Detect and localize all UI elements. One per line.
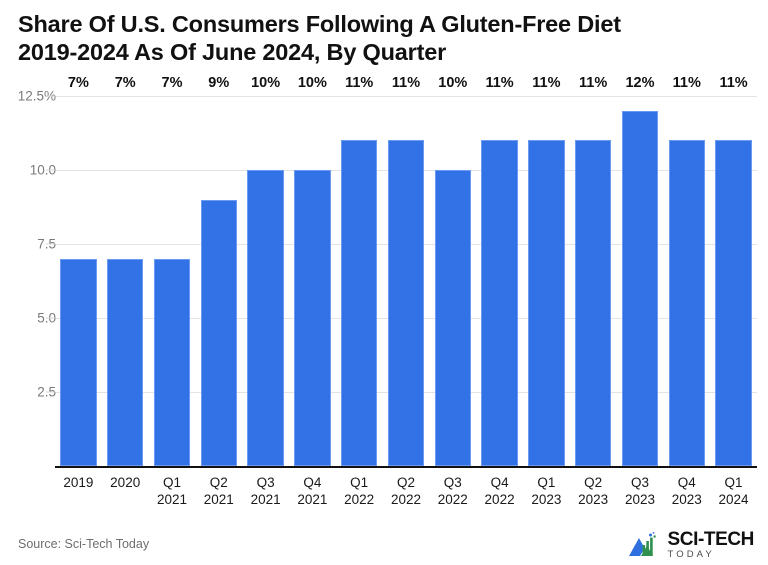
bar[interactable]: 7% [106, 75, 144, 466]
bar-value-label: 11% [672, 75, 701, 91]
bar-slot: 11% [570, 75, 617, 466]
bar-slot: 11% [710, 75, 757, 466]
y-axis-tick-mark [46, 243, 55, 245]
bar-value-label: 11% [579, 75, 608, 91]
bar[interactable]: 11% [715, 75, 752, 466]
bar-slot: 10% [429, 75, 476, 466]
x-axis-tick-label: Q1 2023 [531, 475, 562, 507]
source-note: Source: Sci-Tech Today [18, 537, 150, 551]
bar-value-label: 11% [532, 75, 561, 91]
bar-value-label: 7% [114, 75, 136, 91]
x-axis-tick-label: 2019 [63, 475, 94, 490]
bar[interactable]: 9% [200, 75, 238, 466]
chart-title-line-1: Share Of U.S. Consumers Following A Glut… [18, 11, 621, 37]
bar[interactable]: 11% [340, 75, 378, 466]
chart-title-line-2: 2019-2024 As Of June 2024, By Quarter [18, 39, 447, 65]
chart-container: 7% 7% 7% 9% 10% 10% 11% 11% 10% 11% 11% 11% 12% 11% 11… [0, 75, 768, 472]
bar-slot: 7% [149, 75, 196, 466]
gridline [55, 96, 757, 97]
bar[interactable]: 11% [668, 75, 705, 466]
bar-value-label: 10% [297, 75, 327, 91]
x-axis-tick-label: Q4 2022 [484, 475, 515, 507]
bar-slot: 11% [663, 75, 710, 466]
x-axis-tick-label: Q4 2023 [671, 475, 702, 507]
bar-value-label: 11% [719, 75, 748, 91]
bar-value-label: 11% [485, 75, 514, 91]
x-axis-labels-group: 2019 2020 Q1 2021 Q2 2021 Q3 2021 Q4 2021 Q1 2022 Q2… [55, 474, 757, 508]
x-axis-tick-label: 2020 [110, 475, 141, 490]
y-axis-tick-mark [46, 169, 55, 171]
logo-main-text: SCI-TECH [667, 529, 754, 550]
x-axis-tick-label: Q4 2021 [297, 475, 328, 507]
bar[interactable]: 10% [434, 75, 472, 466]
bar-value-label: 10% [251, 75, 281, 91]
bar[interactable]: 10% [294, 75, 331, 466]
bar-slot: 9% [195, 75, 242, 466]
page-title: Share Of U.S. Consumers Following A Glut… [18, 10, 748, 66]
bar[interactable]: 11% [481, 75, 518, 466]
bar[interactable]: 7% [153, 75, 191, 466]
plot-area: 7% 7% 7% 9% 10% 10% 11% 11% 10% 11% 11% 11% 12% 11% 11… [55, 75, 757, 468]
bar[interactable]: 11% [574, 75, 612, 466]
y-axis-tick-mark [46, 95, 55, 97]
logo-sub-text: TODAY [667, 549, 715, 560]
bar-slot: 10% [289, 75, 336, 466]
bars-group: 7% 7% 7% 9% 10% 10% 11% 11% 10% 11% 11% 11% 12% 11% 11… [55, 75, 757, 466]
bar[interactable]: 11% [387, 75, 425, 466]
bar-value-label: 7% [161, 75, 183, 91]
bar-slot: 12% [617, 75, 664, 466]
bar-value-label: 11% [345, 75, 374, 91]
x-axis-tick-label: Q2 2021 [203, 475, 234, 507]
x-axis-tick-label: Q3 2023 [624, 475, 655, 507]
bar-value-label: 11% [391, 75, 421, 91]
x-axis-tick-label: Q3 2022 [437, 475, 468, 507]
x-axis-tick-label: Q1 2022 [344, 475, 375, 507]
bar-value-label: 7% [67, 75, 89, 91]
y-axis-tick-label: 12.5% [17, 88, 56, 104]
x-axis-tick-label: Q2 2023 [578, 475, 609, 507]
bar[interactable]: 11% [528, 75, 565, 466]
bar-slot: 11% [383, 75, 430, 466]
x-axis-tick-label: Q1 2021 [156, 475, 188, 507]
bar[interactable]: 12% [621, 75, 659, 466]
sci-tech-mountain-icon [629, 531, 657, 556]
bar-slot: 10% [242, 75, 289, 466]
bar-slot: 11% [523, 75, 570, 466]
bar[interactable]: 10% [247, 75, 284, 466]
x-axis-tick-label: Q1 2024 [718, 475, 749, 507]
bar-slot: 7% [102, 75, 149, 466]
bar-value-label: 10% [438, 75, 468, 91]
bar[interactable]: 7% [60, 75, 97, 466]
bar-slot: 11% [336, 75, 383, 466]
x-axis-line [55, 466, 757, 468]
x-axis-tick-label: Q3 2021 [250, 475, 281, 507]
y-axis-tick-mark [46, 317, 55, 319]
brand-logo: SCI-TECH TODAY [628, 530, 754, 560]
bar-slot: 11% [476, 75, 523, 466]
y-axis-tick-mark [46, 391, 55, 393]
bar-value-label: 9% [208, 75, 230, 91]
y-axis-tick-label: 10.0 [29, 162, 56, 178]
x-axis-tick-label: Q2 2022 [390, 475, 421, 507]
bar-value-label: 12% [625, 75, 655, 91]
bar-slot: 7% [55, 75, 102, 466]
logo-wordmark: SCI-TECH TODAY [667, 530, 754, 560]
